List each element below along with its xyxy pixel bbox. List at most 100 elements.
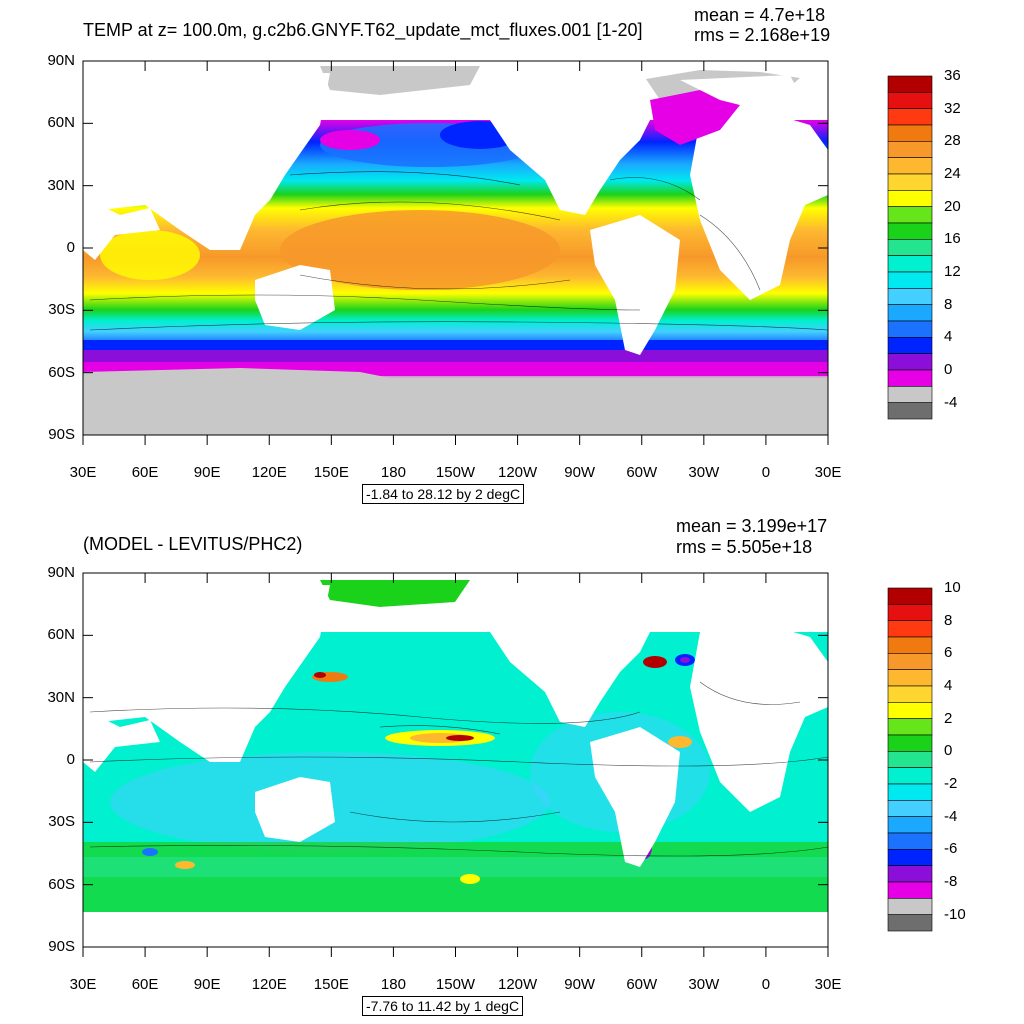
contour-range-label: -1.84 to 28.12 by 2 degC: [362, 484, 525, 504]
north-america: [490, 70, 660, 215]
colorbar-box: [887, 173, 933, 191]
colorbar-box: [887, 653, 933, 670]
lat-tick-label: 0: [66, 239, 75, 256]
lon-tick-label: 90E: [193, 464, 221, 481]
colorbar: [887, 75, 933, 420]
lat-tick-label: 90N: [47, 564, 75, 581]
lon-tick-label: 30E: [69, 976, 97, 993]
lon-tick-label: 120W: [497, 976, 538, 993]
lat-tick-label: 90N: [47, 52, 75, 69]
difference-map: [82, 572, 933, 957]
colorbar-label: -2: [944, 775, 958, 792]
mean-value: mean = 4.7e+18: [694, 5, 826, 25]
lon-tick-label: 60W: [626, 464, 658, 481]
lon-tick-label: 0: [761, 464, 771, 481]
colorbar-box: [887, 304, 933, 322]
colorbar-box: [887, 222, 933, 240]
colorbar-box: [887, 604, 933, 621]
temperature-map: [82, 60, 933, 445]
colorbar-label: 6: [944, 644, 953, 662]
lon-tick-label: 90E: [193, 976, 221, 993]
rms-value: rms = 5.505e+18: [676, 537, 813, 557]
colorbar-box: [887, 669, 933, 687]
colorbar-label: 8: [944, 295, 953, 313]
lon-tick-label: 90W: [564, 464, 596, 481]
colorbar-label: 20: [944, 197, 961, 215]
colorbar-label: 4: [944, 328, 953, 346]
colorbar-label: 4: [944, 677, 953, 694]
eurasia: [83, 585, 330, 762]
lat-tick-label: 30S: [48, 813, 75, 831]
lat-tick-label: 60N: [47, 626, 75, 644]
antarctica: [83, 368, 828, 435]
colorbar-box: [887, 849, 933, 866]
lon-tick-label: 60E: [131, 464, 159, 481]
lon-tick-label: 30W: [688, 976, 720, 993]
colorbar-box: [887, 402, 933, 420]
colorbar-box: [887, 734, 933, 752]
north-america: [490, 582, 660, 727]
contour-range-label: -7.76 to 11.42 by 1 degC: [362, 996, 524, 1016]
lon-tick-label: 120E: [251, 464, 287, 481]
colorbar-box: [887, 369, 933, 387]
colorbar-box: [887, 239, 933, 256]
lat-tick-label: 60S: [48, 875, 75, 893]
south-america: [590, 727, 680, 867]
colorbar-box: [887, 206, 933, 224]
colorbar-label: 2: [944, 709, 953, 727]
colorbar-box: [887, 865, 933, 883]
colorbar-label: 36: [944, 67, 961, 84]
lon-tick-label: 90W: [564, 976, 596, 993]
lon-tick-label: 30E: [814, 976, 842, 993]
lon-tick-label: 150W: [435, 464, 476, 481]
colorbar-label: 10: [944, 579, 961, 596]
colorbar-box: [887, 288, 933, 305]
panel-title: TEMP at z= 100.0m, g.c2b6.GNYF.T62_updat…: [83, 20, 643, 40]
lat-tick-label: 60S: [48, 363, 75, 381]
colorbar-box: [887, 108, 933, 126]
colorbar-label: -4: [944, 393, 958, 411]
colorbar: [887, 587, 933, 932]
colorbar-label: 0: [944, 361, 953, 378]
axis-ticks: [82, 572, 829, 957]
lon-tick-label: 120W: [497, 464, 538, 481]
colorbar-box: [887, 685, 933, 703]
colorbar-box: [887, 751, 933, 768]
lon-tick-label: 30E: [814, 464, 842, 481]
map-field: [83, 573, 828, 947]
mean-value: mean = 3.199e+17: [676, 516, 828, 536]
lat-tick-label: 0: [66, 751, 75, 768]
colorbar-box: [887, 832, 933, 850]
africa: [690, 110, 828, 300]
colorbar-label: 32: [944, 99, 961, 117]
colorbar-box: [887, 914, 933, 932]
map-field: [83, 61, 828, 435]
africa: [690, 622, 828, 812]
lon-tick-label: 0: [761, 976, 771, 993]
colorbar-label: -10: [944, 905, 966, 923]
lat-tick-label: 30N: [47, 688, 75, 706]
australia: [255, 777, 335, 842]
arctic-patch: [320, 580, 470, 607]
lon-tick-label: 60E: [131, 976, 159, 993]
antarctica: [83, 912, 828, 947]
colorbar-box: [887, 190, 933, 207]
colorbar-box: [887, 386, 933, 403]
colorbar-box: [887, 337, 933, 354]
lat-tick-label: 90S: [48, 426, 75, 443]
panel-title: (MODEL - LEVITUS/PHC2): [83, 534, 303, 554]
colorbar-box: [887, 816, 933, 834]
eurasia: [83, 73, 330, 250]
colorbar-box: [887, 157, 933, 175]
colorbar-box: [887, 620, 933, 638]
colorbar-box: [887, 636, 933, 654]
colorbar-label: 12: [944, 263, 961, 280]
colorbar-box: [887, 702, 933, 719]
lat-tick-label: 30N: [47, 176, 75, 194]
south-america: [590, 215, 680, 355]
lon-tick-label: 150E: [313, 976, 349, 993]
colorbar-box: [887, 881, 933, 899]
colorbar-box: [887, 124, 933, 142]
colorbar-label: -6: [944, 840, 958, 858]
colorbar-label: 24: [944, 165, 961, 182]
